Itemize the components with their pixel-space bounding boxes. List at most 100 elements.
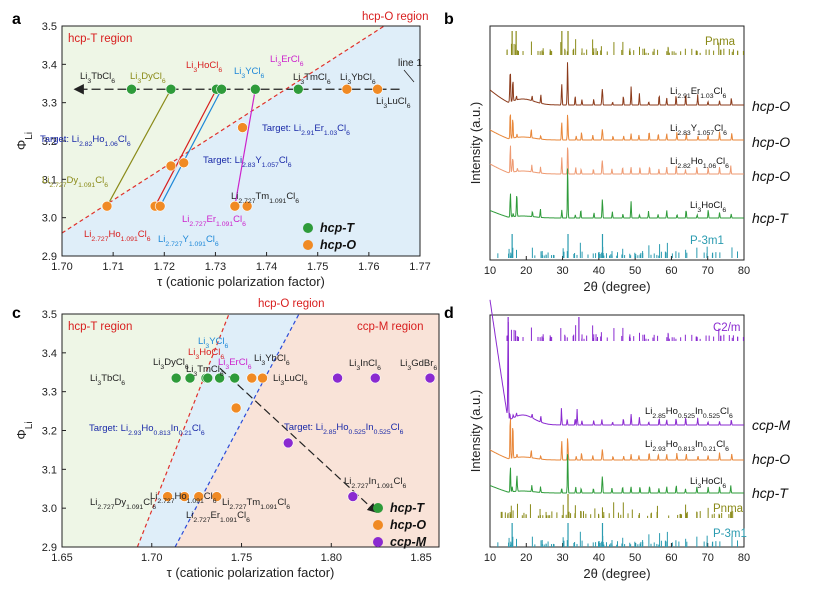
point-hcp-T-1 — [165, 83, 177, 95]
x-tick-label: 50 — [629, 265, 641, 277]
x-tick-label: 10 — [484, 552, 496, 564]
x-tick-label: 10 — [484, 265, 496, 277]
point-hcp-T-3 — [216, 83, 227, 95]
xrd-pattern-Li2.85Ho0.525In0.525Cl6 — [489, 299, 744, 427]
point-hcp-O-8 — [178, 157, 190, 169]
y-tick-label: 3.4 — [42, 348, 57, 360]
phase-label-hcp-T: hcp-T — [752, 485, 789, 501]
legend-label-hcp-O: hcp-O — [320, 238, 356, 252]
y-axis-label: ΦLi — [14, 421, 35, 439]
point-label: Li3DyCl6 — [153, 357, 189, 371]
point-label: Li3YbCl6 — [340, 72, 376, 86]
point-label: Target: Li2.91Er1.03Cl6 — [262, 123, 350, 137]
point-ccp-M-0 — [332, 372, 343, 384]
point-hcp-O-5 — [229, 200, 241, 212]
legend-marker-ccp-M — [373, 537, 383, 547]
point-ccp-M-4 — [347, 491, 359, 502]
point-ccp-M-1 — [369, 372, 381, 384]
pattern-label-Li3HoCl6: Li3HoCl6 — [690, 476, 726, 490]
point-hcp-T-0 — [126, 83, 137, 95]
panel-c-scatter: 1.65 1.70 1.75 1.80 1.85 2.9 3.0 3.1 3.2 3.3 3.4 3.… — [14, 298, 440, 580]
y-tick-label: 3.3 — [42, 98, 57, 110]
boundary-line-0 — [62, 26, 385, 234]
xrd-pattern-Li2.82Ho1.06Cl6 — [489, 145, 744, 175]
x-axis-label: 2θ (degree) — [583, 279, 650, 294]
point-label: Li3LuCl6 — [273, 373, 308, 387]
point-hcp-T-1 — [184, 372, 196, 384]
pattern-label-Li2.93Ho0.813In0.21Cl6: Li2.93Ho0.813In0.21Cl6 — [645, 439, 729, 453]
y-tick-label: 2.9 — [42, 251, 57, 263]
legend-label-ccp-M: ccp-M — [390, 535, 427, 549]
x-axis-label: τ (cationic polarization factor) — [157, 274, 325, 289]
panel-letter-b: b — [444, 11, 454, 28]
y-tick-label: 3.0 — [42, 213, 57, 225]
point-label: Li3TmCl6 — [293, 72, 331, 86]
point-ccp-M-2 — [424, 372, 436, 384]
legend-label-hcp-T: hcp-T — [390, 501, 425, 515]
point-hcp-O-4 — [193, 491, 205, 502]
xrd-pattern-Li2.83Y1.057Cl6 — [489, 114, 744, 141]
region-label-hcp-t: hcp-T region — [68, 321, 132, 333]
x-tick-label: 80 — [738, 265, 750, 277]
pattern-label-Li2.91Er1.03Cl6: Li2.91Er1.03Cl6 — [670, 86, 726, 100]
point-label: Li3HoCl6 — [186, 60, 222, 74]
region-label-hcp-t: hcp-T region — [68, 33, 132, 45]
plot-area — [62, 26, 420, 256]
pattern-label-Li2.85Ho0.525In0.525Cl6: Li2.85Ho0.525In0.525Cl6 — [645, 406, 733, 420]
x-tick-label: 1.65 — [51, 552, 72, 564]
point-label: Li3InCl6 — [349, 358, 381, 372]
point-hcp-O-1 — [257, 372, 268, 384]
point-hcp-T-3 — [202, 372, 214, 384]
point-label: Li2.727Ho1.091Cl6 — [84, 229, 151, 243]
point-label: Li3YCl6 — [234, 66, 265, 80]
point-label: Li3LuCl6 — [376, 96, 411, 110]
ref-label-Pnma: Pnma — [705, 36, 736, 48]
region-label-hcp-o: hcp-O region — [258, 298, 324, 310]
panel-letter-d: d — [444, 305, 454, 322]
point-hcp-O-5 — [211, 491, 223, 502]
x-tick-label: 1.70 — [141, 552, 162, 564]
x-tick-label: 1.74 — [256, 261, 277, 273]
point-hcp-O-9 — [237, 122, 248, 133]
xrd-pattern-Li3HoCl6 — [489, 454, 744, 494]
point-label: Target: Li2.82Ho1.06Cl6 — [40, 134, 131, 148]
point-label: Li3YbCl6 — [254, 353, 290, 367]
point-label: Li3TbCl6 — [90, 373, 125, 387]
x-tick-label: 70 — [702, 265, 714, 277]
region-hcp-o — [137, 314, 299, 547]
point-hcp-O-4 — [154, 200, 166, 212]
line-1-label: line 1 — [398, 58, 422, 69]
point-label: Li2.727Dy1.091Cl6 — [42, 175, 108, 189]
region-hcp-o — [62, 26, 420, 256]
x-tick-label: 1.75 — [307, 261, 328, 273]
point-label: Target: Li2.85Ho0.525In0.525Cl6 — [284, 422, 404, 436]
point-label: Li3DyCl6 — [130, 71, 166, 85]
y-tick-label: 3.5 — [42, 309, 57, 321]
point-hcp-O-0 — [341, 83, 353, 95]
legend-label-hcp-T: hcp-T — [320, 221, 355, 235]
x-tick-label: 50 — [629, 552, 641, 564]
ref-label-C2/m: C2/m — [713, 322, 740, 334]
point-label: Li3TbCl6 — [80, 71, 115, 85]
x-tick-label: 1.75 — [231, 552, 252, 564]
phase-label-hcp-O: hcp-O — [752, 451, 790, 467]
x-tick-label: 1.72 — [154, 261, 175, 273]
panel-letter-c: c — [12, 305, 21, 322]
region-label-hcp-o: hcp-O region — [362, 11, 428, 23]
point-label: Target: Li2.83Y1.057Cl6 — [203, 155, 292, 169]
x-tick-label: 1.85 — [410, 552, 431, 564]
x-tick-label: 1.73 — [205, 261, 226, 273]
y-tick-label: 2.9 — [42, 542, 57, 554]
panel-b-xrd: 10 20 30 40 50 60 70 80 2θ (degree) Intensity (a.… — [468, 25, 790, 294]
point-label: Li2.727In1.091Cl6 — [344, 476, 407, 490]
point-hcp-O-2 — [101, 200, 113, 212]
phase-label-ccp-M: ccp-M — [752, 417, 790, 433]
x-tick-label: 20 — [520, 552, 532, 564]
plot-frame — [489, 314, 745, 548]
x-axis-label: τ (cationic polarization factor) — [167, 565, 335, 580]
x-tick-label: 30 — [556, 265, 568, 277]
y-axis-label: ΦLi — [14, 132, 35, 150]
point-hcp-O-7 — [165, 160, 177, 172]
y-tick-label: 3.3 — [42, 387, 57, 399]
